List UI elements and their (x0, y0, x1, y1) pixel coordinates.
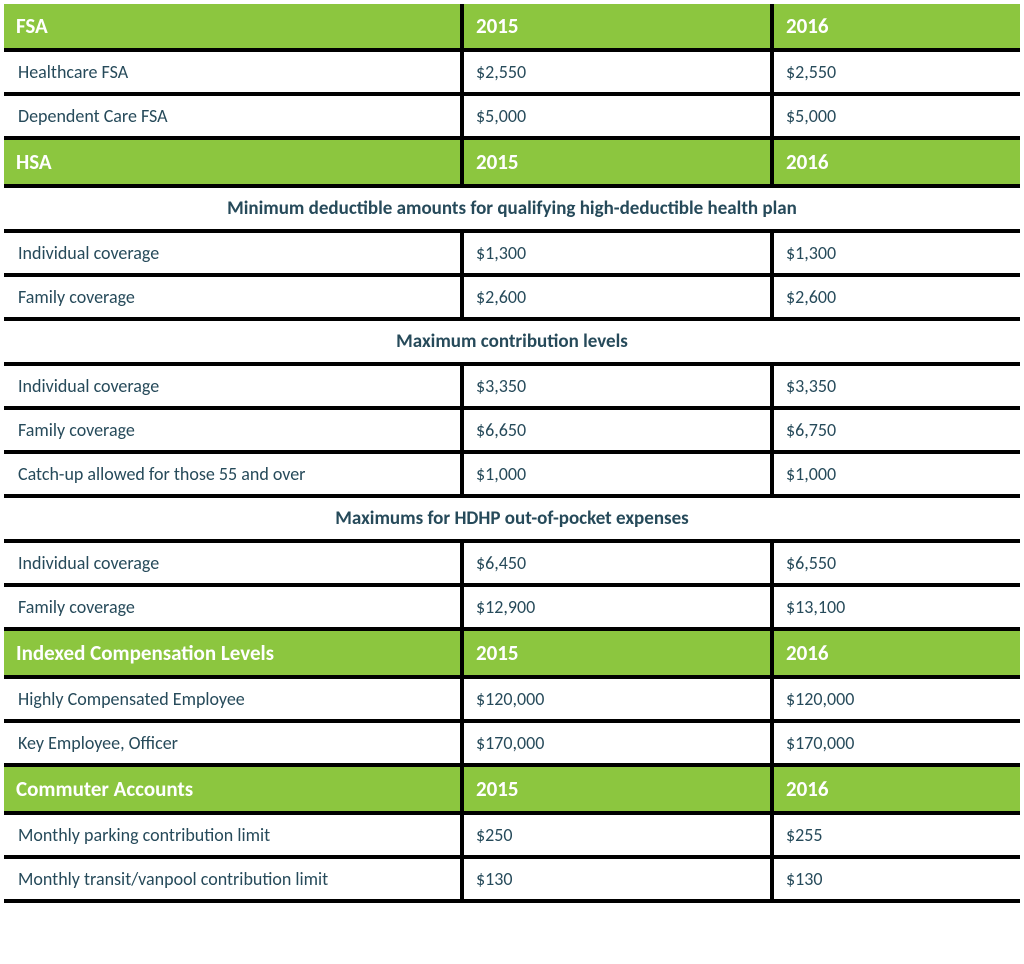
row-value-2016: $2,550 (774, 52, 1020, 96)
row-label: Healthcare FSA (4, 52, 464, 96)
table-row: Key Employee, Officer $170,000 $170,000 (4, 723, 1020, 767)
row-value-2015: $6,650 (464, 410, 774, 454)
row-label: Highly Compensated Employee (4, 679, 464, 723)
row-value-2015: $6,450 (464, 543, 774, 587)
hsa-sub2: Maximum contribution levels (4, 321, 1020, 366)
subsection-title: Minimum deductible amounts for qualifyin… (4, 188, 1020, 233)
fsa-title: FSA (4, 4, 464, 52)
fsa-year-2016: 2016 (774, 4, 1020, 52)
row-value-2015: $120,000 (464, 679, 774, 723)
table-row: Individual coverage $3,350 $3,350 (4, 366, 1020, 410)
row-label: Monthly parking contribution limit (4, 815, 464, 859)
indexed-header-row: Indexed Compensation Levels 2015 2016 (4, 631, 1020, 679)
commuter-year-2015: 2015 (464, 767, 774, 815)
row-label: Key Employee, Officer (4, 723, 464, 767)
indexed-year-2015: 2015 (464, 631, 774, 679)
table-row: Dependent Care FSA $5,000 $5,000 (4, 96, 1020, 140)
indexed-year-2016: 2016 (774, 631, 1020, 679)
table-row: Monthly parking contribution limit $250 … (4, 815, 1020, 859)
row-value-2015: $2,600 (464, 277, 774, 321)
hsa-year-2016: 2016 (774, 140, 1020, 188)
row-value-2015: $5,000 (464, 96, 774, 140)
row-value-2016: $13,100 (774, 587, 1020, 631)
row-value-2015: $1,300 (464, 233, 774, 277)
row-value-2016: $130 (774, 859, 1020, 903)
row-value-2016: $1,300 (774, 233, 1020, 277)
hsa-sub3: Maximums for HDHP out-of-pocket expenses (4, 498, 1020, 543)
table-row: Monthly transit/vanpool contribution lim… (4, 859, 1020, 903)
table-row: Highly Compensated Employee $120,000 $12… (4, 679, 1020, 723)
row-value-2015: $3,350 (464, 366, 774, 410)
row-value-2016: $6,750 (774, 410, 1020, 454)
hsa-header-row: HSA 2015 2016 (4, 140, 1020, 188)
table-row: Family coverage $2,600 $2,600 (4, 277, 1020, 321)
row-value-2015: $12,900 (464, 587, 774, 631)
row-label: Individual coverage (4, 543, 464, 587)
row-value-2015: $2,550 (464, 52, 774, 96)
commuter-year-2016: 2016 (774, 767, 1020, 815)
commuter-title: Commuter Accounts (4, 767, 464, 815)
row-value-2016: $120,000 (774, 679, 1020, 723)
hsa-title: HSA (4, 140, 464, 188)
row-label: Family coverage (4, 410, 464, 454)
hsa-sub1: Minimum deductible amounts for qualifyin… (4, 188, 1020, 233)
indexed-title: Indexed Compensation Levels (4, 631, 464, 679)
row-value-2016: $255 (774, 815, 1020, 859)
limits-table: FSA 2015 2016 Healthcare FSA $2,550 $2,5… (4, 4, 1020, 903)
fsa-year-2015: 2015 (464, 4, 774, 52)
row-label: Family coverage (4, 277, 464, 321)
subsection-title: Maximum contribution levels (4, 321, 1020, 366)
row-label: Monthly transit/vanpool contribution lim… (4, 859, 464, 903)
row-value-2016: $2,600 (774, 277, 1020, 321)
hsa-year-2015: 2015 (464, 140, 774, 188)
commuter-header-row: Commuter Accounts 2015 2016 (4, 767, 1020, 815)
row-label: Dependent Care FSA (4, 96, 464, 140)
row-value-2016: $6,550 (774, 543, 1020, 587)
subsection-title: Maximums for HDHP out-of-pocket expenses (4, 498, 1020, 543)
row-value-2016: $3,350 (774, 366, 1020, 410)
row-value-2016: $170,000 (774, 723, 1020, 767)
table-row: Individual coverage $6,450 $6,550 (4, 543, 1020, 587)
row-label: Catch-up allowed for those 55 and over (4, 454, 464, 498)
table-row: Family coverage $6,650 $6,750 (4, 410, 1020, 454)
fsa-header-row: FSA 2015 2016 (4, 4, 1020, 52)
row-value-2015: $1,000 (464, 454, 774, 498)
row-value-2016: $1,000 (774, 454, 1020, 498)
table-row: Individual coverage $1,300 $1,300 (4, 233, 1020, 277)
row-label: Individual coverage (4, 233, 464, 277)
table-row: Family coverage $12,900 $13,100 (4, 587, 1020, 631)
row-value-2016: $5,000 (774, 96, 1020, 140)
table-row: Catch-up allowed for those 55 and over $… (4, 454, 1020, 498)
row-value-2015: $250 (464, 815, 774, 859)
row-value-2015: $170,000 (464, 723, 774, 767)
row-label: Family coverage (4, 587, 464, 631)
row-label: Individual coverage (4, 366, 464, 410)
table-row: Healthcare FSA $2,550 $2,550 (4, 52, 1020, 96)
row-value-2015: $130 (464, 859, 774, 903)
